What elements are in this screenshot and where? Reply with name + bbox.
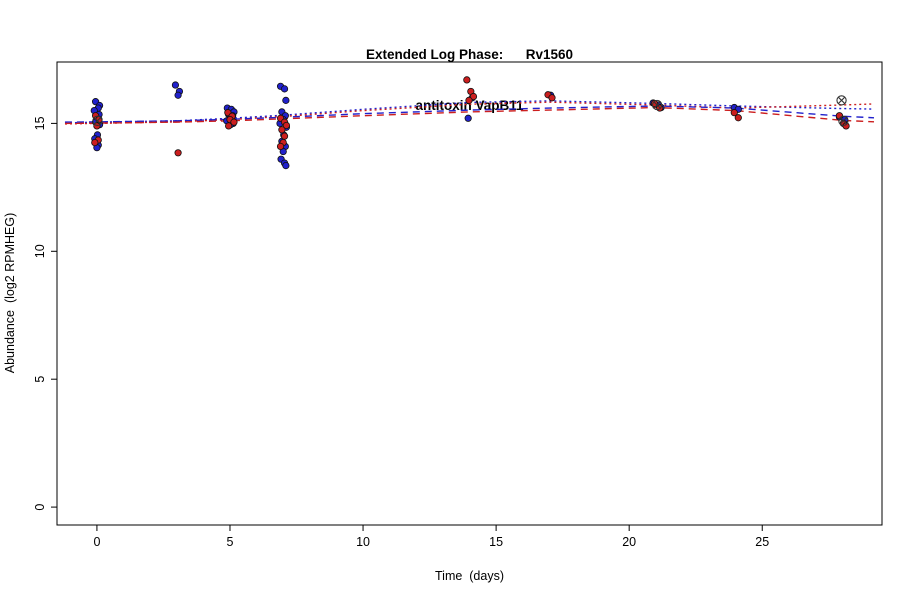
x-tick-label: 25 [755,535,769,549]
x-tick-label: 20 [622,535,636,549]
red-series-point [276,142,285,151]
blue-dashed-fit [64,105,875,123]
red-series-point [730,109,738,117]
x-tick-label: 15 [489,535,503,549]
blue-series-point [174,91,182,99]
circle-x-marker [836,95,847,106]
red-dashed-fit [64,106,875,125]
red-series-point [548,94,556,102]
circle-x-marker [651,99,663,111]
x-tick-label: 10 [356,535,370,549]
red-series-point [91,138,99,147]
chart-title-line1: Extended Log Phase: Rv1560 [365,47,574,62]
circle-x-marker-stroke [839,117,848,125]
red-series-point [174,149,182,157]
x-tick-label: 0 [93,535,100,549]
y-tick-label: 10 [33,244,47,258]
blue-series-point [282,96,290,104]
y-tick-label: 0 [33,504,47,511]
x-axis-label: Time (days) [435,569,504,583]
blue-series-point [464,114,472,122]
blue-series-point [171,81,180,89]
circle-x-marker [838,115,849,126]
red-series-point [282,121,291,130]
circle-x-marker [92,115,103,126]
blue-series-point [282,161,290,170]
y-tick-label: 15 [33,116,47,130]
red-dotted-fit [64,101,875,125]
circle-x-marker-stroke [93,117,102,125]
red-series-point [280,132,289,140]
circle-x-marker-stroke [837,96,846,105]
blue-dotted-fit [64,100,875,124]
red-series-point [463,76,471,84]
y-axis-label: Abundance (log2 RPMHEG) [3,212,17,374]
red-series-point [734,114,742,122]
circle-x-marker-stroke [653,101,661,109]
blue-series-point [280,85,289,93]
x-tick-label: 5 [227,535,234,549]
red-series-point [225,122,233,130]
red-series-point [278,126,286,134]
y-tick-label: 5 [33,376,47,383]
red-series-point [230,118,238,126]
red-series-point [465,96,473,104]
red-series-point [469,92,478,101]
plot-border [56,61,883,526]
